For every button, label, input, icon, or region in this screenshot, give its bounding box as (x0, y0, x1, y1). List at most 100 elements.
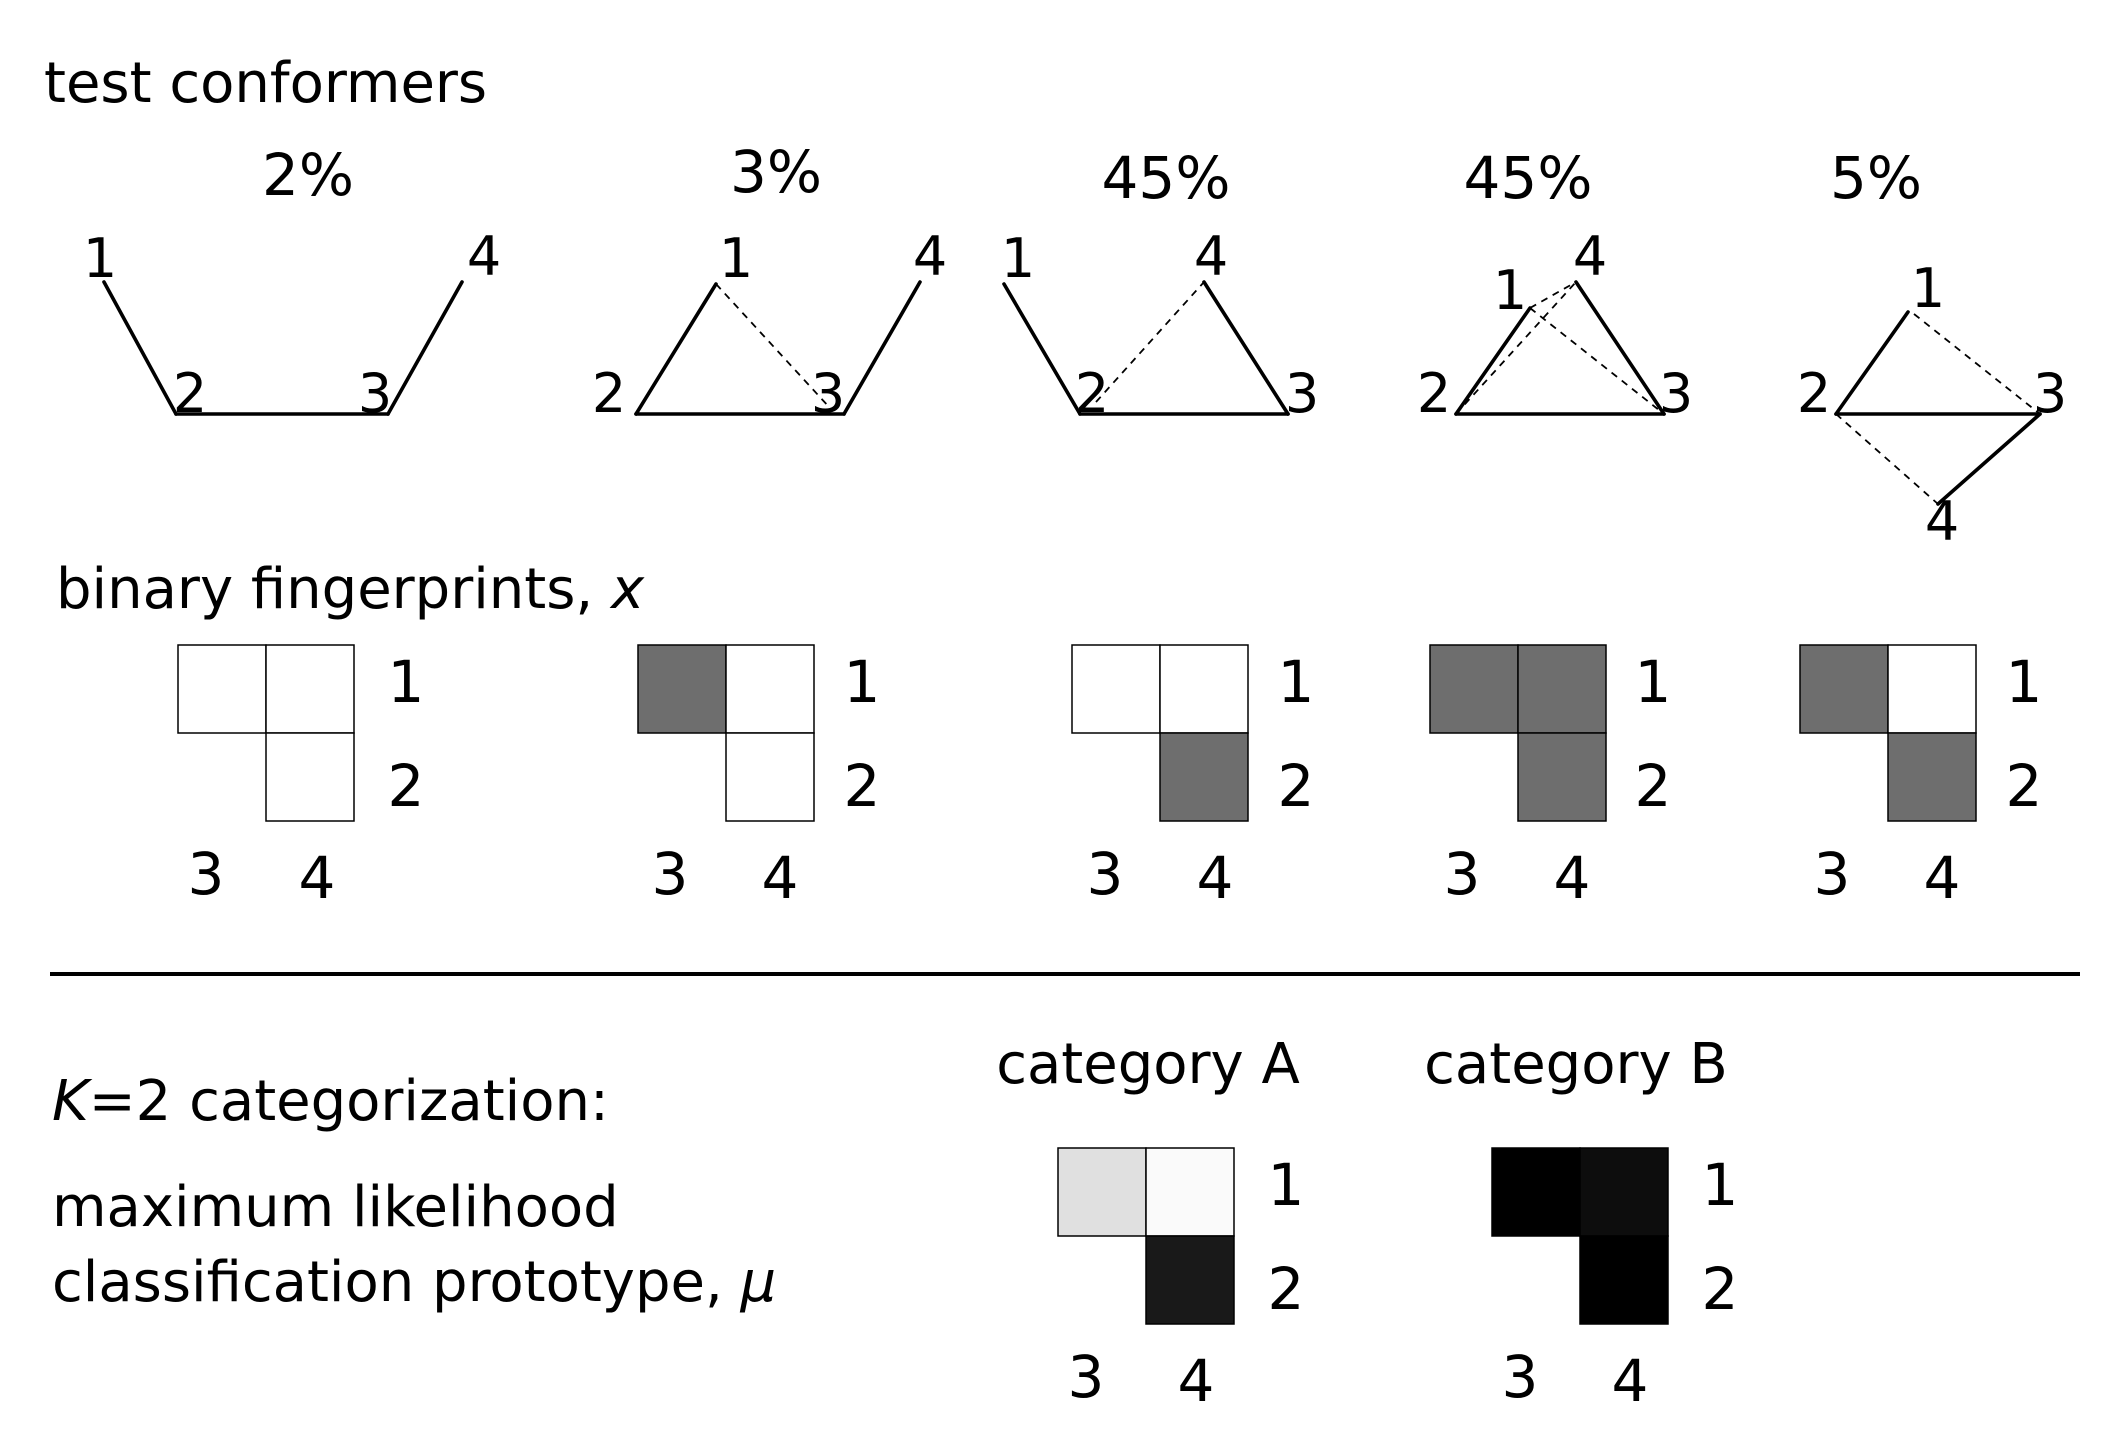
col-label-3: 3 (1502, 1343, 1539, 1411)
col-label-3: 3 (188, 840, 225, 908)
col-label-4: 4 (1554, 844, 1591, 912)
fingerprint-cell-r2c4 (265, 732, 355, 822)
row-label-1: 1 (1268, 1151, 1305, 1219)
atom-label-3: 3 (358, 362, 392, 425)
row-label-2: 2 (844, 752, 881, 820)
category-cell-r1c3 (1057, 1147, 1147, 1237)
bond-1-2 (102, 280, 178, 416)
mu-symbol: μ (740, 1250, 777, 1315)
categorization-heading: K=2 categorization: (52, 1069, 609, 1134)
contact-1-3 (1529, 307, 1665, 415)
bond-3-4 (1202, 280, 1290, 416)
row-label-1: 1 (388, 648, 425, 716)
contact-1-3 (715, 283, 831, 409)
category-b-label: category B (1424, 1032, 1728, 1097)
row-label-1: 1 (1635, 648, 1672, 716)
category-cell-r2c4 (1145, 1235, 1235, 1325)
atom-label-2: 2 (1417, 362, 1451, 425)
conformer-3: 45% 1 2 3 4 (1001, 144, 1319, 425)
atom-label-1: 1 (1493, 259, 1527, 322)
row-label-1: 1 (1278, 648, 1315, 716)
atom-label-1: 1 (1911, 257, 1945, 320)
fingerprint-cell-r2c4 (1517, 732, 1607, 822)
conformer-2: 3% 1 2 3 4 (592, 138, 947, 425)
atom-label-3: 3 (1659, 362, 1693, 425)
test-conformers-heading: test conformers (44, 51, 487, 116)
atom-label-3: 3 (2033, 362, 2067, 425)
atom-label-1: 1 (719, 227, 753, 290)
contact-2-4 (1835, 413, 1939, 505)
fingerprint-cell-r1c3 (1799, 644, 1889, 734)
contact-2-4 (1095, 281, 1205, 403)
atom-label-4: 4 (1194, 225, 1228, 288)
fingerprint-1: 1 2 3 4 (177, 644, 425, 912)
atom-label-2: 2 (592, 362, 626, 425)
conformer-5: 5% 1 2 3 4 (1797, 144, 2067, 553)
fingerprint-cell-r1c4 (725, 644, 815, 734)
conformer-percent: 5% (1830, 144, 1922, 212)
contact-2-4 (1455, 281, 1577, 415)
row-label-1: 1 (844, 648, 881, 716)
col-label-4: 4 (1612, 1347, 1649, 1415)
ml-line-1: maximum likelihood (52, 1175, 619, 1240)
category-a: category A 1 2 3 4 (996, 1032, 1304, 1415)
conformer-percent: 3% (730, 138, 822, 206)
atom-label-2: 2 (1797, 362, 1831, 425)
fingerprint-cell-r1c3 (177, 644, 267, 734)
col-label-4: 4 (1178, 1347, 1215, 1415)
col-label-3: 3 (1444, 840, 1481, 908)
row-label-2: 2 (1702, 1255, 1739, 1323)
k-symbol: K (52, 1069, 93, 1134)
bond-3-4 (842, 280, 922, 416)
row-label-1: 1 (2006, 648, 2043, 716)
atom-label-1: 1 (83, 227, 117, 290)
fingerprint-5: 1 2 3 4 (1799, 644, 2043, 912)
col-label-4: 4 (1197, 844, 1234, 912)
conformer-percent: 2% (262, 141, 354, 209)
atom-label-4: 4 (467, 225, 501, 288)
row-label-2: 2 (1268, 1255, 1305, 1323)
category-b: category B 1 2 3 4 (1424, 1032, 1738, 1415)
bond-3-4 (386, 280, 464, 416)
atom-label-1: 1 (1001, 227, 1035, 290)
row-label-1: 1 (1702, 1151, 1739, 1219)
fingerprint-3: 1 2 3 4 (1071, 644, 1315, 912)
fingerprint-cell-r1c4 (1159, 644, 1249, 734)
atom-label-4: 4 (913, 225, 947, 288)
bond-3-4 (1574, 280, 1666, 416)
binary-fingerprints-heading: binary fingerprints, x (56, 557, 645, 622)
fingerprint-4: 1 2 3 4 (1429, 644, 1672, 912)
fingerprint-cell-r1c3 (1429, 644, 1519, 734)
atom-label-3: 3 (1285, 362, 1319, 425)
atom-label-4: 4 (1573, 225, 1607, 288)
conformer-percent: 45% (1464, 144, 1593, 212)
col-label-4: 4 (1924, 844, 1961, 912)
row-label-2: 2 (388, 752, 425, 820)
categorization-text: =2 categorization: (89, 1069, 609, 1134)
conformer-percent: 45% (1102, 144, 1231, 212)
fingerprint-symbol-x: x (609, 557, 645, 622)
atom-label-4: 4 (1925, 490, 1959, 553)
fingerprint-cell-r2c4 (1159, 732, 1249, 822)
conformer-4: 45% 1 2 3 4 (1417, 144, 1693, 425)
col-label-3: 3 (1814, 840, 1851, 908)
fingerprints-heading-text: binary fingerprints, (56, 557, 611, 622)
bond-1-2 (634, 282, 718, 416)
bond-3-4 (1936, 412, 2042, 506)
category-cell-r1c4 (1145, 1147, 1235, 1237)
bond-1-2 (1454, 306, 1532, 416)
fingerprint-cell-r1c4 (265, 644, 355, 734)
fingerprint-cell-r2c4 (1887, 732, 1977, 822)
row-label-2: 2 (1635, 752, 1672, 820)
row-label-2: 2 (1278, 752, 1315, 820)
fingerprint-cell-r2c4 (725, 732, 815, 822)
category-a-label: category A (996, 1032, 1300, 1097)
col-label-4: 4 (762, 844, 799, 912)
category-cell-r1c3 (1491, 1147, 1581, 1237)
contact-1-4 (1529, 281, 1577, 309)
category-cell-r2c4 (1579, 1235, 1669, 1325)
col-label-3: 3 (652, 840, 689, 908)
atom-label-2: 2 (1075, 362, 1109, 425)
col-label-4: 4 (299, 844, 336, 912)
